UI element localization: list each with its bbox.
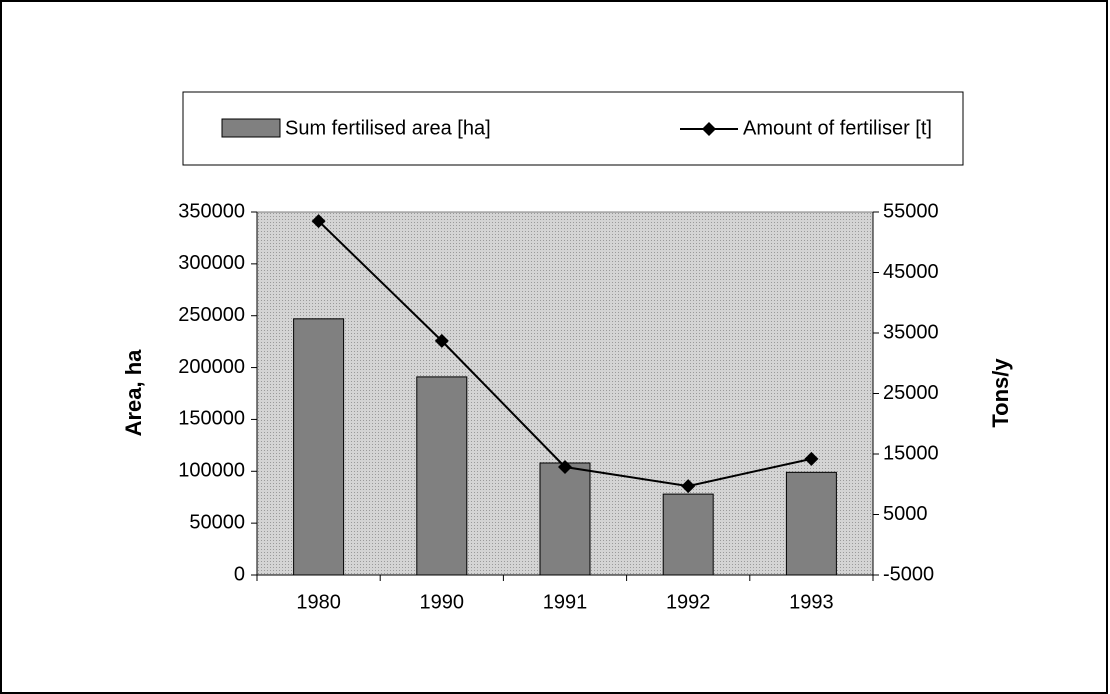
plot-area: [256, 211, 874, 576]
y2-tick-label: 45000: [883, 261, 939, 283]
x-tick-label: 1993: [789, 591, 834, 613]
bar: [416, 376, 468, 576]
bar: [662, 493, 714, 576]
y-axis-label: Area, ha: [121, 349, 146, 437]
y2-axis-label: Tons/y: [988, 358, 1013, 428]
line-marker: [681, 479, 696, 494]
y2-tick-label: 5000: [883, 503, 928, 525]
y-tick-label: 250000: [178, 304, 245, 326]
legend-label: Sum fertilised area [ha]: [285, 117, 491, 139]
y2-tick-label: 15000: [883, 442, 939, 464]
legend-swatch: [702, 122, 716, 136]
y-tick-label: 150000: [178, 408, 245, 430]
line-marker: [804, 451, 819, 466]
y2-tick-label: -5000: [883, 563, 934, 585]
y2-tick-label: 35000: [883, 321, 939, 343]
y-tick-label: 100000: [178, 460, 245, 482]
legend-swatch: [221, 118, 281, 138]
line-marker: [558, 460, 572, 475]
y-tick-label: 0: [234, 563, 245, 585]
bar: [785, 471, 837, 576]
y2-tick-label: 55000: [883, 200, 939, 222]
x-tick-label: 1992: [666, 591, 711, 613]
y-tick-label: 50000: [189, 511, 245, 533]
y2-tick-label: 25000: [883, 382, 939, 404]
y-tick-label: 300000: [178, 252, 245, 274]
x-tick-label: 1980: [296, 591, 341, 613]
legend-box: [182, 91, 964, 166]
line-marker: [434, 333, 449, 348]
legend-label: Amount of fertiliser [t]: [743, 117, 932, 139]
y-tick-label: 350000: [178, 200, 245, 222]
x-tick-label: 1990: [420, 591, 465, 613]
bar: [293, 318, 345, 576]
y-tick-label: 200000: [178, 356, 245, 378]
x-tick-label: 1991: [543, 591, 588, 613]
line-marker: [311, 214, 326, 229]
bar: [539, 462, 591, 576]
